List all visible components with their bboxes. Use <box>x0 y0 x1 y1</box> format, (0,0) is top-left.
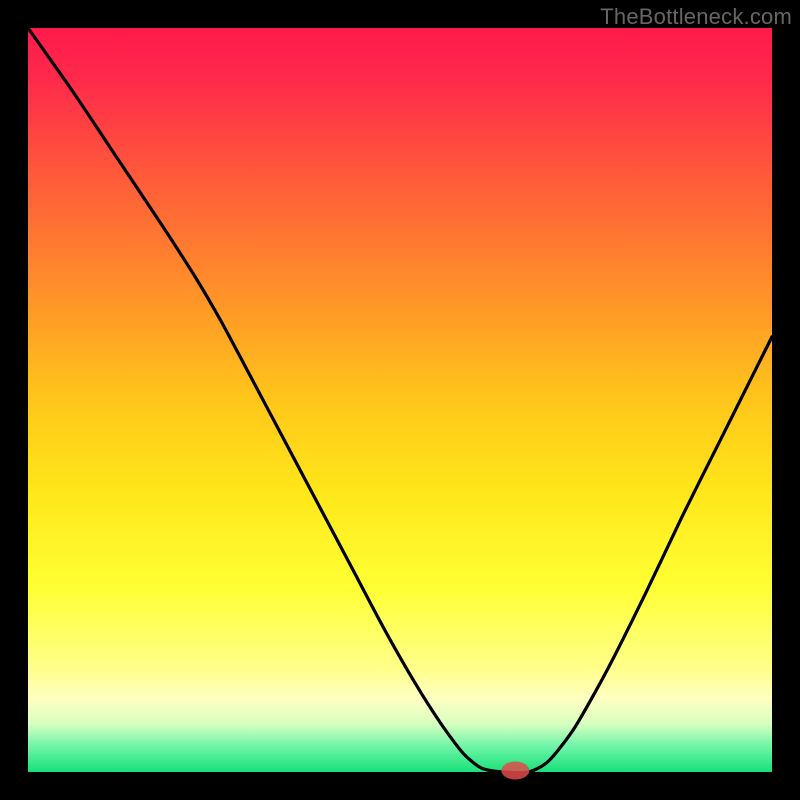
optimal-marker <box>501 762 529 780</box>
watermark-text: TheBottleneck.com <box>600 4 792 30</box>
chart-container: TheBottleneck.com <box>0 0 800 800</box>
bottleneck-chart <box>0 0 800 800</box>
